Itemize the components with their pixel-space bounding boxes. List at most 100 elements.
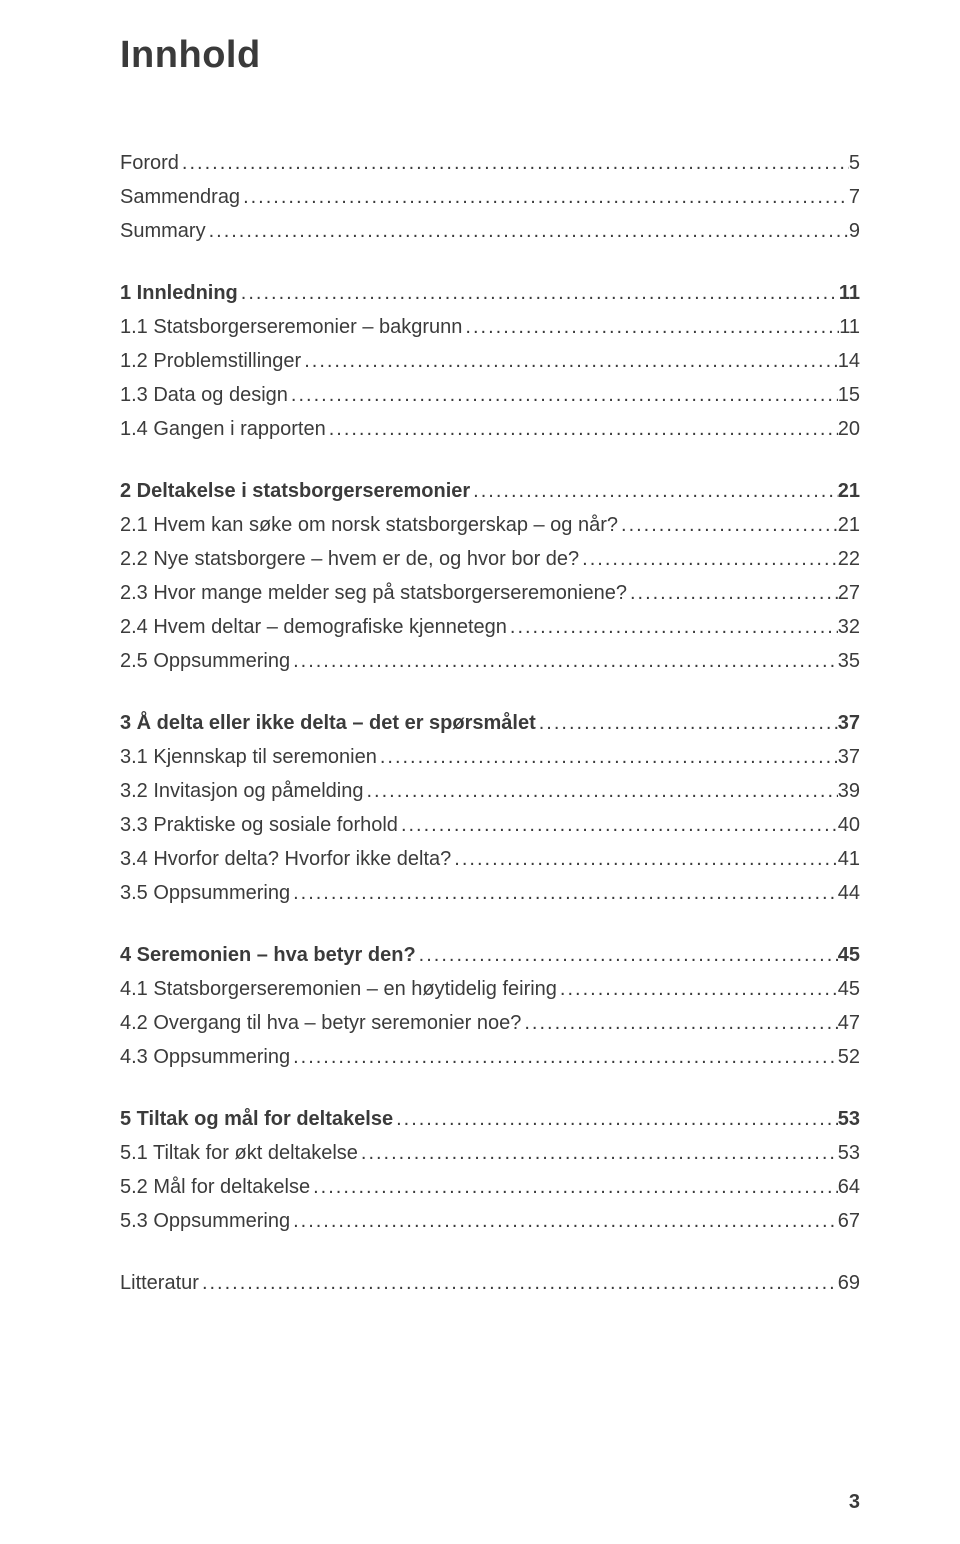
toc-entry-label: 4.3 Oppsummering (120, 1041, 290, 1073)
toc-entry: 5 Tiltak og mål for deltakelse53 (120, 1103, 860, 1135)
toc-leader-dots (179, 147, 849, 179)
toc-entry: 1.2 Problemstillinger14 (120, 345, 860, 377)
toc-entry-page: 11 (839, 277, 860, 309)
toc-container: Forord5Sammendrag 7Summary9 1 Innledning11… (120, 147, 860, 1299)
toc-entry: 3 Å delta eller ikke delta – det er spør… (120, 707, 860, 739)
toc-leader-dots (416, 939, 838, 971)
toc-entry-page: 37 (838, 741, 860, 773)
toc-leader-dots (290, 1041, 838, 1073)
toc-entry-page: 11 (839, 311, 860, 343)
toc-entry: 1.3 Data og design15 (120, 379, 860, 411)
toc-entry: Summary9 (120, 215, 860, 247)
toc-entry-page: 45 (838, 973, 860, 1005)
toc-entry-page: 44 (838, 877, 860, 909)
toc-entry-label: 2.1 Hvem kan søke om norsk statsborgersk… (120, 509, 618, 541)
toc-leader-dots (579, 543, 838, 575)
toc-entry: 5.2 Mål for deltakelse64 (120, 1171, 860, 1203)
section-gap (120, 1075, 860, 1103)
toc-leader-dots (398, 809, 838, 841)
section-gap (120, 679, 860, 707)
toc-entry-page: 32 (838, 611, 860, 643)
toc-leader-dots (557, 973, 838, 1005)
toc-entry: 3.3 Praktiske og sosiale forhold40 (120, 809, 860, 841)
toc-entry: 4 Seremonien – hva betyr den? 45 (120, 939, 860, 971)
section-gap (120, 1239, 860, 1267)
toc-entry: 2.3 Hvor mange melder seg på statsborger… (120, 577, 860, 609)
toc-entry: 4.1 Statsborgerseremonien – en høytideli… (120, 973, 860, 1005)
toc-entry-page: 15 (838, 379, 860, 411)
toc-entry-label: 3.3 Praktiske og sosiale forhold (120, 809, 398, 841)
toc-entry-label: 3.4 Hvorfor delta? Hvorfor ikke delta? (120, 843, 451, 875)
toc-leader-dots (290, 1205, 838, 1237)
toc-leader-dots (521, 1007, 837, 1039)
toc-entry-label: 3.1 Kjennskap til seremonien (120, 741, 377, 773)
toc-entry-page: 64 (838, 1171, 860, 1203)
toc-entry-page: 52 (838, 1041, 860, 1073)
toc-entry-page: 22 (838, 543, 860, 575)
toc-leader-dots (470, 475, 838, 507)
toc-entry: 3.1 Kjennskap til seremonien 37 (120, 741, 860, 773)
toc-entry: 5.3 Oppsummering67 (120, 1205, 860, 1237)
toc-leader-dots (301, 345, 838, 377)
toc-leader-dots (507, 611, 838, 643)
toc-leader-dots (199, 1267, 838, 1299)
toc-leader-dots (451, 843, 837, 875)
toc-entry: 2.5 Oppsummering 35 (120, 645, 860, 677)
toc-entry-page: 53 (838, 1137, 860, 1169)
toc-leader-dots (326, 413, 838, 445)
toc-entry-label: 3.2 Invitasjon og påmelding (120, 775, 364, 807)
toc-entry-label: 4.1 Statsborgerseremonien – en høytideli… (120, 973, 557, 1005)
toc-entry: 2.2 Nye statsborgere – hvem er de, og hv… (120, 543, 860, 575)
toc-entry: 2.1 Hvem kan søke om norsk statsborgersk… (120, 509, 860, 541)
toc-entry: 4.3 Oppsummering 52 (120, 1041, 860, 1073)
toc-entry-page: 7 (849, 181, 860, 213)
toc-entry: 3.4 Hvorfor delta? Hvorfor ikke delta? 41 (120, 843, 860, 875)
toc-leader-dots (290, 645, 838, 677)
toc-entry: Forord5 (120, 147, 860, 179)
toc-entry-label: Summary (120, 215, 206, 247)
toc-entry-label: 1.1 Statsborgerseremonier – bakgrunn (120, 311, 462, 343)
toc-entry: Sammendrag 7 (120, 181, 860, 213)
section-gap (120, 911, 860, 939)
toc-entry-label: 2.5 Oppsummering (120, 645, 290, 677)
toc-entry-page: 45 (838, 939, 860, 971)
toc-entry-page: 14 (838, 345, 860, 377)
toc-entry-label: Sammendrag (120, 181, 240, 213)
toc-entry-page: 20 (838, 413, 860, 445)
toc-entry-page: 21 (838, 475, 860, 507)
toc-entry-label: 2.2 Nye statsborgere – hvem er de, og hv… (120, 543, 579, 575)
toc-leader-dots (462, 311, 839, 343)
toc-entry: 1.1 Statsborgerseremonier – bakgrunn 11 (120, 311, 860, 343)
toc-entry-label: Forord (120, 147, 179, 179)
page-number: 3 (849, 1491, 860, 1514)
toc-leader-dots (310, 1171, 838, 1203)
toc-entry-page: 69 (838, 1267, 860, 1299)
toc-entry: 2 Deltakelse i statsborgerseremonier21 (120, 475, 860, 507)
toc-entry: 1.4 Gangen i rapporten20 (120, 413, 860, 445)
toc-entry-page: 47 (838, 1007, 860, 1039)
toc-entry: 1 Innledning11 (120, 277, 860, 309)
toc-entry-page: 67 (838, 1205, 860, 1237)
toc-entry-label: 3 Å delta eller ikke delta – det er spør… (120, 707, 536, 739)
toc-leader-dots (364, 775, 838, 807)
toc-entry: Litteratur69 (120, 1267, 860, 1299)
toc-entry-label: 2.3 Hvor mange melder seg på statsborger… (120, 577, 627, 609)
toc-entry: 3.5 Oppsummering 44 (120, 877, 860, 909)
toc-entry-page: 21 (838, 509, 860, 541)
toc-leader-dots (627, 577, 838, 609)
toc-leader-dots (536, 707, 838, 739)
toc-leader-dots (288, 379, 838, 411)
toc-leader-dots (206, 215, 849, 247)
toc-entry-page: 35 (838, 645, 860, 677)
toc-title: Innhold (120, 34, 860, 77)
toc-entry-label: 4 Seremonien – hva betyr den? (120, 939, 416, 971)
toc-entry: 5.1 Tiltak for økt deltakelse 53 (120, 1137, 860, 1169)
toc-entry-label: 3.5 Oppsummering (120, 877, 290, 909)
toc-leader-dots (240, 181, 849, 213)
toc-entry-page: 27 (838, 577, 860, 609)
toc-entry-page: 39 (838, 775, 860, 807)
section-gap (120, 249, 860, 277)
toc-entry-label: 5.1 Tiltak for økt deltakelse (120, 1137, 358, 1169)
toc-entry-page: 41 (838, 843, 860, 875)
toc-leader-dots (290, 877, 838, 909)
